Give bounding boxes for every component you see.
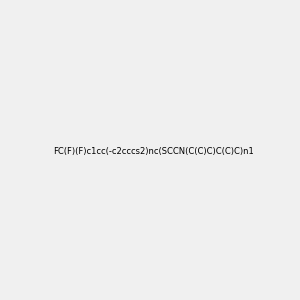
Text: FC(F)(F)c1cc(-c2cccs2)nc(SCCN(C(C)C)C(C)C)n1: FC(F)(F)c1cc(-c2cccs2)nc(SCCN(C(C)C)C(C)… — [53, 147, 254, 156]
